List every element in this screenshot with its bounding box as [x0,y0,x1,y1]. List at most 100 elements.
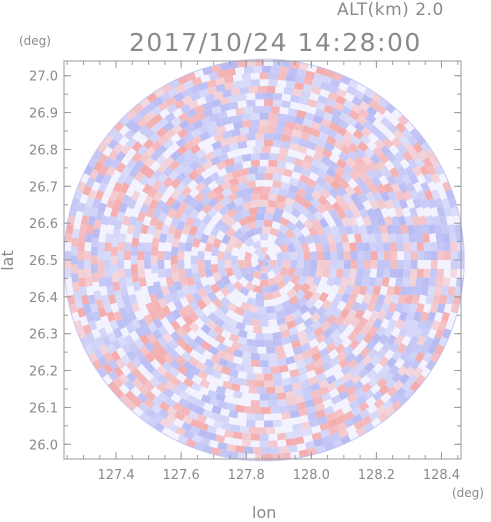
field-cell [189,300,200,312]
field-cell [224,164,236,174]
field-cell [298,449,309,458]
field-cell [218,267,228,278]
field-cell [311,319,323,331]
field-cell [369,310,380,321]
field-cell [230,128,241,137]
field-cell [101,215,110,226]
field-cell [402,190,412,202]
field-cell [404,294,414,305]
field-cell [65,224,74,234]
field-cell [342,241,351,252]
field-cell [270,66,280,74]
field-cell [255,219,265,228]
field-cell [268,312,278,321]
field-cell [317,95,328,105]
field-cell [368,99,380,110]
field-cell [198,268,207,279]
field-cell [336,185,348,197]
field-cell [313,326,325,338]
field-cell [259,119,269,127]
field-cell [347,150,359,161]
field-cell [338,390,350,401]
field-cell [375,325,387,337]
field-cell [276,260,285,269]
field-cell [274,385,285,394]
field-cell [370,92,382,103]
field-cell [304,325,316,336]
field-cell [213,325,225,336]
field-cell [175,426,187,437]
field-cell [191,76,203,87]
field-cell [90,246,98,256]
field-cell [198,124,210,135]
field-cell [344,185,356,197]
field-cell [250,312,261,321]
field-cell [197,288,208,299]
field-cell [188,169,199,181]
field-cell [184,216,195,228]
field-cell [164,129,176,140]
field-cell [218,152,229,163]
field-cell [107,331,118,343]
field-cell [360,346,371,358]
field-cell [266,263,275,273]
field-cell [325,135,337,146]
field-cell [386,386,398,398]
field-cell [250,352,260,361]
field-cell [198,422,209,432]
field-cell [178,201,189,212]
field-cell [90,264,98,274]
field-cell [196,155,208,166]
field-cell [330,179,342,191]
field-cell [252,146,262,154]
field-cell [360,183,371,195]
field-cell [320,320,331,332]
field-cell [246,372,256,381]
field-cell [406,224,416,235]
field-cell [270,106,280,114]
field-cell [372,224,382,235]
field-cell [337,260,345,269]
field-cell [174,99,185,110]
field-cell [152,412,164,424]
field-cell [272,99,283,107]
field-cell [156,382,168,394]
field-cell [357,141,369,153]
field-cell [126,350,137,362]
field-cell [126,361,137,373]
field-cell [378,334,389,346]
field-cell [239,286,250,297]
field-cell [345,352,356,364]
field-cell [206,389,218,399]
field-cell [260,247,269,254]
field-cell [266,86,276,93]
field-cell [283,127,294,136]
field-cell [450,303,460,314]
field-cell [293,315,305,326]
field-cell [268,159,278,168]
field-cell [118,306,128,318]
field-cell [233,270,244,282]
field-cell [188,356,200,367]
field-cell [439,215,448,226]
field-cell [244,281,256,292]
field-cell [310,389,322,399]
field-cell [358,207,369,219]
field-cell [350,192,361,204]
field-cell [401,302,411,314]
field-cell [383,250,391,260]
field-cell [213,420,224,429]
field-cell [210,354,221,364]
field-cell [91,237,99,247]
field-cell [178,308,189,319]
field-cell [98,344,109,355]
field-cell [438,320,448,331]
field-cell [319,429,331,439]
field-cell [303,192,314,203]
field-cell [124,268,132,278]
field-cell [204,268,214,278]
field-cell [318,291,329,303]
field-cell [418,215,427,226]
field-cell [278,147,289,156]
field-cell [72,228,80,239]
